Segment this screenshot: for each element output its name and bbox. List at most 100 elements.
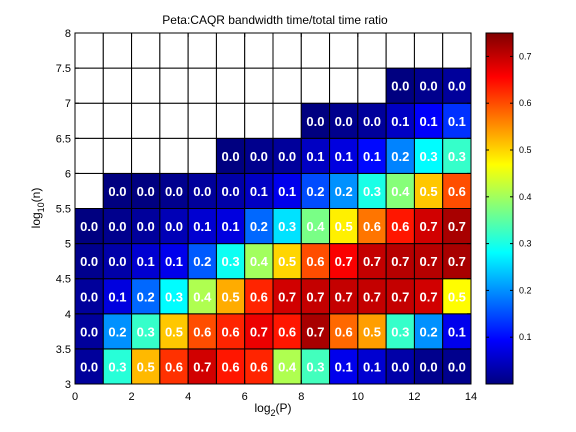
cell-value-label: 0.1 (306, 149, 324, 164)
heatmap-cell (159, 313, 189, 350)
cell-value-label: 0.4 (250, 254, 269, 269)
heatmap-cell (131, 67, 161, 104)
heatmap-cell (357, 208, 387, 245)
cell-value-label: 0.5 (363, 324, 381, 339)
heatmap-cell (442, 32, 472, 69)
y-axis-label-rest: (n) (29, 188, 43, 203)
heatmap-cell (300, 32, 331, 69)
heatmap-cell (272, 348, 302, 385)
cell-value-label: 0.2 (306, 184, 324, 199)
cell-value-label: 0.2 (137, 289, 155, 304)
cell-value-label: 0.0 (80, 324, 98, 339)
heatmap-cell (187, 208, 217, 245)
cell-value-label: 0.7 (391, 254, 409, 269)
heatmap-cell (244, 32, 274, 69)
cell-value-label: 0.1 (391, 114, 409, 129)
y-tick-label: 6.5 (56, 133, 71, 145)
cell-value-label: 0.0 (222, 149, 240, 164)
y-tick-label: 4 (65, 309, 71, 321)
cell-value-label: 0.7 (420, 219, 438, 234)
x-tick-label: 8 (298, 391, 304, 403)
heatmap-cell (385, 102, 415, 139)
heatmap-cell (385, 137, 415, 174)
x-tick-label: 14 (465, 391, 477, 403)
cell-value-label: 0.7 (306, 289, 324, 304)
colorbar (485, 32, 514, 385)
cell-value-label: 0.2 (420, 324, 438, 339)
y-tick-label: 4.5 (56, 274, 71, 286)
cell-value-label: 0.3 (278, 219, 296, 234)
cell-value-label: 0.5 (222, 289, 240, 304)
cell-value-label: 0.2 (335, 184, 353, 199)
cell-value-label: 0.5 (448, 289, 466, 304)
cell-value-label: 0.5 (165, 324, 183, 339)
heatmap-cell (102, 67, 133, 104)
heatmap-cell (187, 67, 217, 104)
heatmap-cell (131, 137, 161, 174)
cell-value-label: 0.3 (448, 149, 466, 164)
heatmap-cell (159, 102, 189, 139)
cell-value-label: 0.0 (306, 114, 324, 129)
cell-value-label: 0.6 (391, 219, 409, 234)
heatmap-cell (272, 137, 302, 174)
cell-value-label: 0.7 (250, 324, 268, 339)
axes: 0 2 4 6 8 10 12 14 3 3.5 4 4.5 5 5.5 6 6.5 7 7.5 8 (56, 28, 477, 403)
heatmap-cell (159, 137, 189, 174)
colorbar-tick-label: 0.6 (519, 98, 532, 108)
x-tick-label: 12 (408, 391, 420, 403)
heatmap-cell (357, 137, 387, 174)
cell-value-label: 0.5 (278, 254, 296, 269)
heatmap-cell (74, 102, 104, 139)
y-tick-label: 5.5 (56, 204, 71, 216)
heatmap-cell (244, 137, 274, 174)
cell-value-label: 0.5 (137, 359, 155, 374)
cell-value-label: 0.0 (137, 184, 155, 199)
heatmap-cell (102, 313, 133, 350)
heatmap-cell (329, 172, 359, 209)
cell-value-label: 0.0 (420, 79, 438, 94)
cell-value-label: 0.7 (420, 289, 438, 304)
cell-value-label: 0.6 (335, 324, 353, 339)
cell-value-label: 0.0 (391, 359, 409, 374)
x-tick-label: 6 (242, 391, 248, 403)
y-tick-label: 8 (65, 28, 71, 40)
heatmap-cell (244, 208, 274, 245)
cell-value-label: 0.7 (335, 289, 353, 304)
heatmap-cell (215, 67, 246, 104)
y-tick-label: 6 (65, 168, 71, 180)
heatmap-cell (272, 102, 302, 139)
cell-value-label: 0.0 (363, 114, 381, 129)
heatmap-cell (413, 208, 444, 245)
cell-value-label: 0.0 (391, 79, 409, 94)
heatmap-cell (357, 32, 387, 69)
heatmap-cell (385, 208, 415, 245)
cell-value-label: 0.2 (391, 149, 409, 164)
cell-value-label: 0.0 (108, 219, 126, 234)
cell-value-label: 0.0 (420, 359, 438, 374)
colorbar-tick-label: 0.2 (519, 285, 532, 295)
cell-value-label: 0.1 (335, 359, 353, 374)
cell-value-label: 0.7 (363, 254, 381, 269)
y-tick-label: 3 (65, 379, 71, 391)
colorbar-tick-label: 0.5 (519, 145, 532, 155)
cell-value-label: 0.1 (363, 149, 381, 164)
y-tick-label: 3.5 (56, 344, 71, 356)
heatmap-cell (357, 67, 387, 104)
heatmap-cell (74, 243, 104, 280)
cell-value-label: 0.1 (363, 359, 381, 374)
x-tick-label: 4 (185, 391, 191, 403)
colorbar-tick-label: 0.4 (519, 192, 532, 202)
heatmap-cell (131, 32, 161, 69)
heatmap-cell (102, 137, 133, 174)
cell-value-label: 0.0 (80, 359, 98, 374)
colorbar-tick-label: 0.1 (519, 332, 532, 342)
heatmap-cell (329, 243, 359, 280)
heatmap-cell (300, 348, 331, 385)
heatmap-cell (131, 313, 161, 350)
cell-value-label: 0.6 (165, 359, 183, 374)
chart-title: Peta:CAQR bandwidth time/total time rati… (162, 13, 388, 27)
heatmap-cell (385, 243, 415, 280)
cell-value-label: 0.0 (193, 184, 211, 199)
cell-value-label: 0.0 (80, 289, 98, 304)
heatmap-cell (385, 348, 415, 385)
